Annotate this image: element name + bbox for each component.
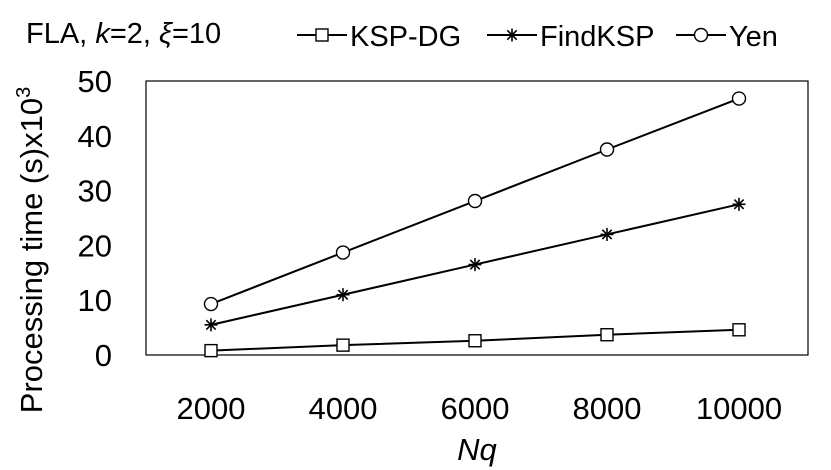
data-point xyxy=(336,338,350,352)
data-point xyxy=(600,328,614,342)
legend-item-ksp-dg: KSP-DG xyxy=(297,21,461,53)
data-point xyxy=(204,318,218,332)
data-point xyxy=(467,193,483,209)
plot-area-frame xyxy=(145,80,809,356)
legend-label: FindKSP xyxy=(540,21,654,53)
chart-title-text: FLA, k=2, ξ=10 xyxy=(26,18,221,50)
title-part: ξ xyxy=(159,18,174,50)
y-axis-label: Processing time (s)x103 xyxy=(13,87,49,413)
data-point xyxy=(732,323,746,337)
data-point xyxy=(732,197,746,211)
data-point xyxy=(335,245,351,260)
y-tick-label: 30 xyxy=(78,174,112,209)
legend-marker xyxy=(693,27,709,43)
x-tick-label: 4000 xyxy=(309,391,378,426)
series-yen xyxy=(203,91,747,312)
y-axis-label-text: Processing time (s)x10 xyxy=(14,98,49,413)
title-part: FLA, xyxy=(26,18,95,50)
data-point xyxy=(600,227,614,241)
y-tick-label: 50 xyxy=(78,64,112,99)
legend-marker xyxy=(315,28,329,42)
y-axis-tick-labels: 0 10 20 30 40 50 xyxy=(78,64,112,373)
x-tick-label: 8000 xyxy=(573,391,642,426)
data-point xyxy=(599,142,615,157)
y-tick-label: 10 xyxy=(78,283,112,318)
x-tick-label: 2000 xyxy=(177,391,246,426)
x-tick-label: 10000 xyxy=(696,391,782,426)
data-point xyxy=(468,334,482,348)
y-tick-label: 40 xyxy=(78,119,112,154)
y-tick-label: 0 xyxy=(95,338,112,373)
legend-item-findksp: FindKSP xyxy=(487,21,654,53)
chart-title: FLA, k=2, ξ=10 xyxy=(26,18,221,50)
series-layer xyxy=(203,91,747,358)
legend-label: KSP-DG xyxy=(350,21,461,53)
data-point xyxy=(731,91,747,106)
y-tick-label: 20 xyxy=(78,228,112,263)
x-axis-tick-labels: 2000 4000 6000 8000 10000 xyxy=(177,391,783,426)
data-point xyxy=(336,288,350,302)
legend-marker xyxy=(505,28,519,42)
data-point xyxy=(468,258,482,272)
series-ksp-dg xyxy=(204,323,746,358)
x-axis-label: Nq xyxy=(457,432,497,467)
legend-item-yen: Yen xyxy=(676,21,778,53)
title-part: =10 xyxy=(172,18,221,50)
y-axis-label-exponent: 3 xyxy=(13,87,35,98)
legend: KSP-DG FindKSP Yen xyxy=(297,21,778,53)
series-findksp xyxy=(204,197,746,332)
title-part: k xyxy=(95,18,111,50)
title-part: =2, xyxy=(110,18,159,50)
data-point xyxy=(204,343,218,358)
data-point xyxy=(203,296,219,312)
legend-label: Yen xyxy=(729,21,778,53)
x-tick-label: 6000 xyxy=(441,391,510,426)
